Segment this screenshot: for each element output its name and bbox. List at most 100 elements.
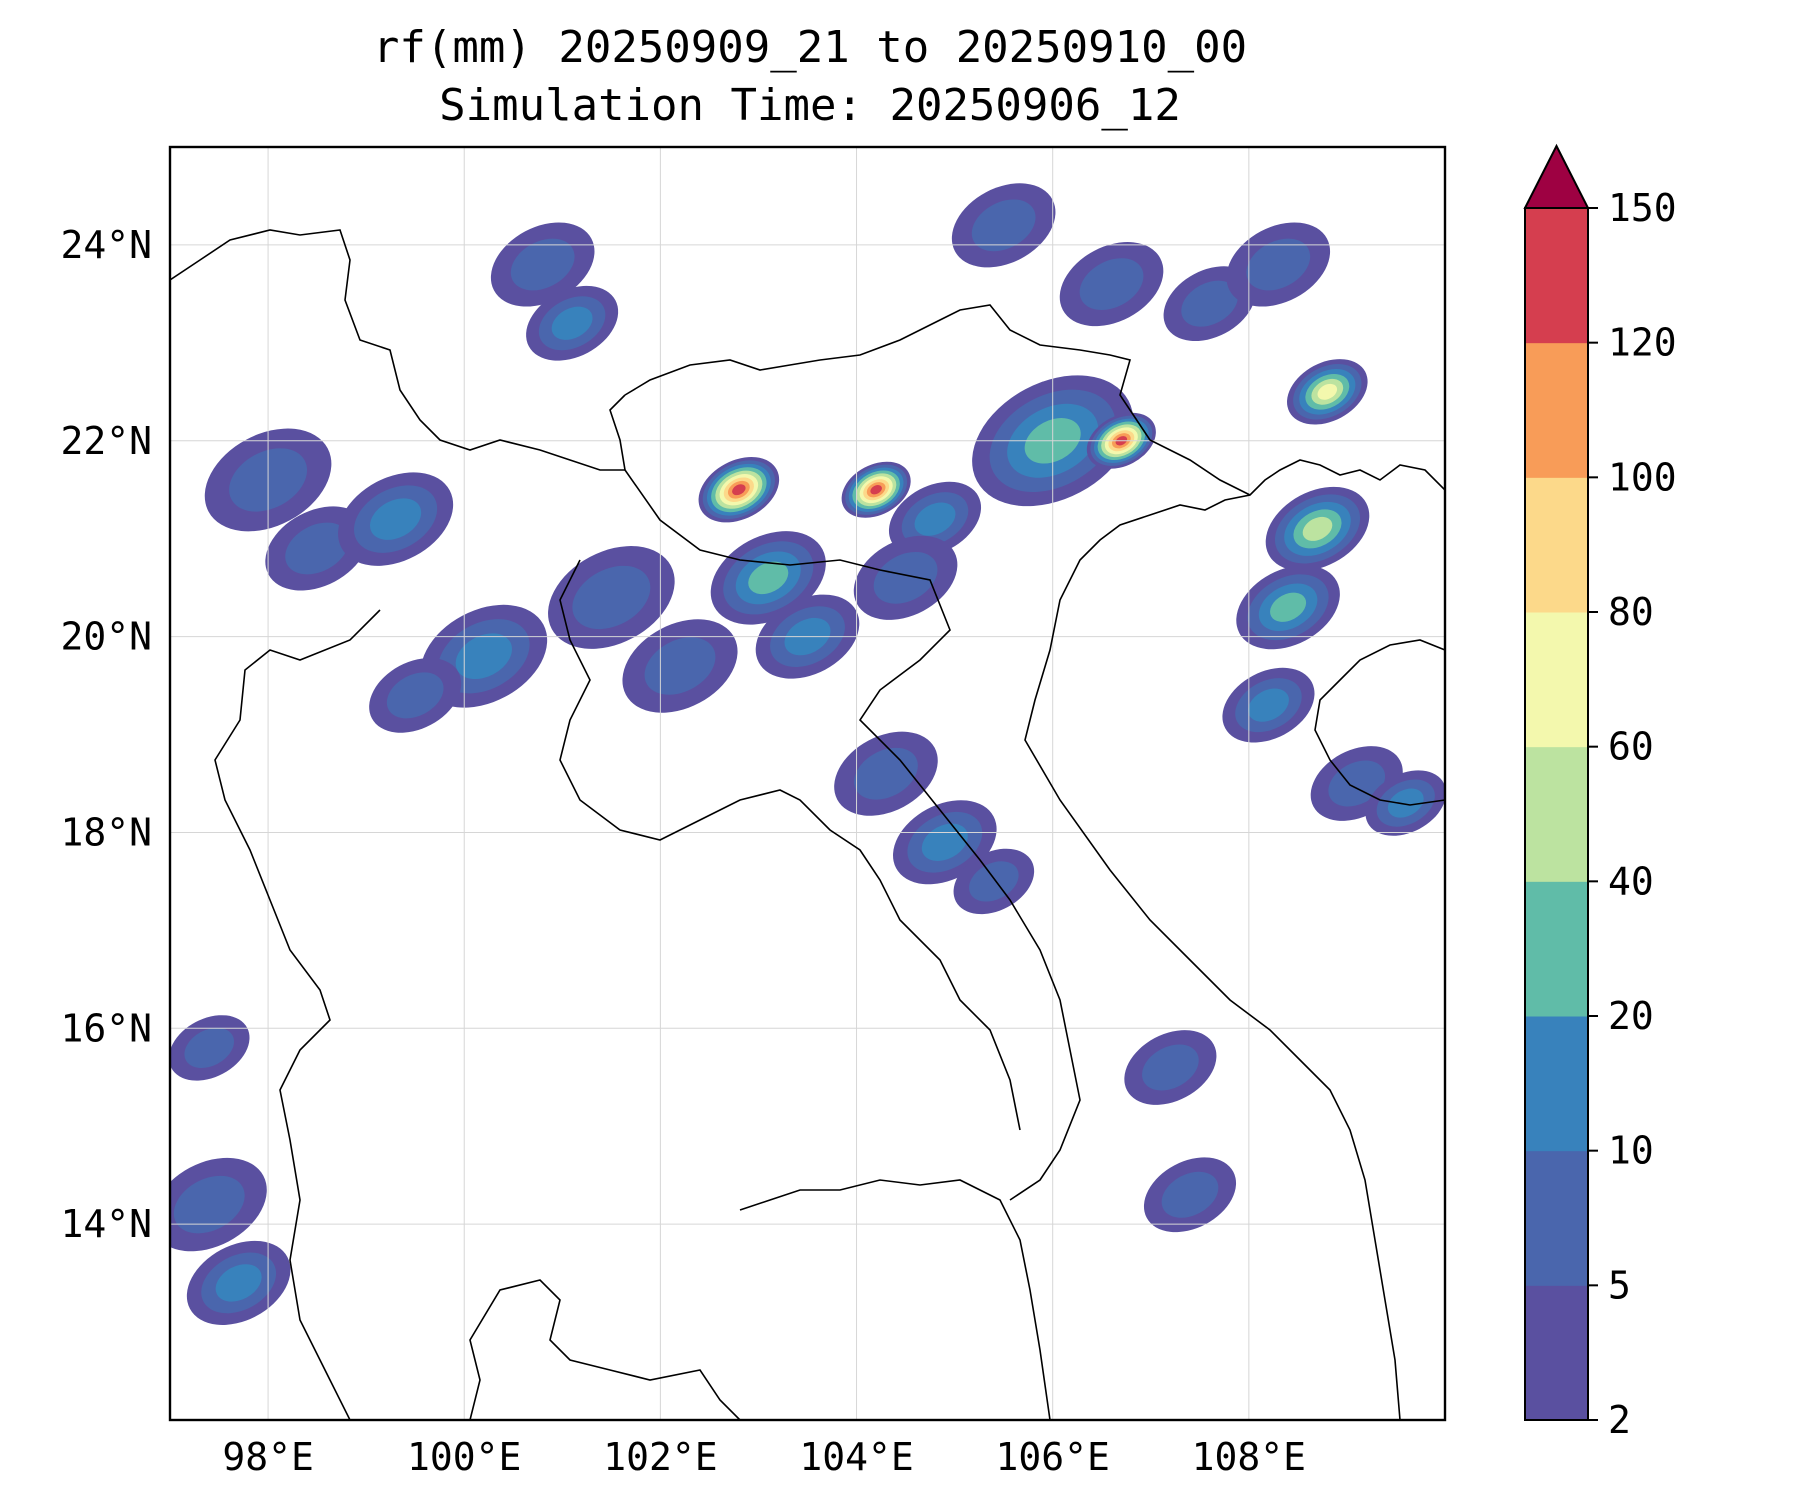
- rain-contour: [1387, 788, 1424, 818]
- colorbar-segment: [1525, 746, 1588, 882]
- map-area: [170, 147, 1445, 1420]
- rain-contour: [1079, 258, 1144, 310]
- map-gridlines: [170, 147, 1445, 1420]
- rain-cell: [951, 183, 1056, 268]
- china-myanmar-border: [170, 229, 626, 471]
- rain-contour: [1161, 1171, 1219, 1218]
- rain-cell: [1143, 1157, 1237, 1233]
- rain-contour: [873, 551, 938, 604]
- laos-vietnam-border: [624, 469, 1081, 1201]
- rain-cell: [490, 222, 595, 307]
- rain-contour: [1246, 238, 1311, 291]
- colorbar-segment: [1525, 208, 1588, 344]
- colorbar-segment: [1525, 1285, 1588, 1421]
- rain-cell: [1287, 359, 1368, 425]
- rain-cell: [1226, 222, 1331, 307]
- rain-contour: [969, 861, 1019, 902]
- rain-cell: [1124, 1030, 1217, 1105]
- colorbar-tick-label: 60: [1608, 725, 1654, 769]
- colorbar-tick-label: 5: [1608, 1263, 1631, 1307]
- lon-tick-label: 106°E: [995, 1435, 1109, 1479]
- lat-tick-label: 16°N: [60, 1006, 152, 1050]
- rain-contour: [1247, 688, 1289, 722]
- colorbar-segment: [1525, 1016, 1588, 1152]
- colorbar-tick-label: 40: [1608, 859, 1654, 903]
- colorbar-tick-label: 10: [1608, 1129, 1654, 1173]
- gulf-coast: [469, 1279, 741, 1420]
- rain-contour: [870, 485, 882, 495]
- rain-contour: [510, 238, 575, 291]
- lon-tick-label: 104°E: [799, 1435, 913, 1479]
- china-vietnam-laos-border: [624, 304, 1251, 496]
- axis-ticks: 98°E 100°E 102°E 104°E 106°E 108°E 14°N 16°N 18°…: [60, 223, 1306, 1479]
- rain-contour: [914, 502, 956, 536]
- lat-tick-label: 18°N: [60, 810, 152, 854]
- rain-contour: [386, 672, 444, 719]
- rainfall-contours: [170, 183, 1445, 1325]
- colorbar-tick-label: 20: [1608, 994, 1654, 1038]
- rain-contour: [732, 484, 746, 496]
- lon-tick-label: 102°E: [603, 1435, 717, 1479]
- colorbar-segment: [1525, 612, 1588, 748]
- rain-cell: [186, 1240, 291, 1325]
- rain-contour: [572, 565, 651, 630]
- rain-cell: [170, 1157, 267, 1252]
- colorbar-extend-arrow: [1523, 143, 1590, 209]
- lat-tick-label: 20°N: [60, 615, 152, 659]
- map-title-line-2: Simulation Time: 20250906_12: [439, 80, 1181, 131]
- rain-contour: [854, 747, 918, 800]
- hainan-coast: [1314, 639, 1445, 806]
- lon-tick-label: 108°E: [1192, 1435, 1306, 1479]
- rain-cell: [1059, 242, 1164, 327]
- colorbar-tick-label: 80: [1608, 590, 1654, 634]
- rain-contour: [1317, 383, 1338, 400]
- colorbar: 2 5 10 20 40 60 80 100 120 150: [1523, 143, 1677, 1442]
- coastlines-and-borders: [170, 229, 1445, 1420]
- rain-contour: [971, 199, 1036, 252]
- rain-contour: [285, 522, 349, 575]
- lon-tick-label: 100°E: [407, 1435, 521, 1479]
- colorbar-segment: [1525, 881, 1588, 1017]
- rain-contour: [1302, 516, 1333, 541]
- lat-tick-label: 24°N: [60, 223, 152, 267]
- rain-cell: [853, 535, 958, 620]
- rain-contour: [644, 637, 716, 695]
- rain-cell: [170, 1015, 250, 1081]
- colorbar-segment: [1525, 1150, 1588, 1286]
- thailand-cambodia-border: [739, 1179, 1051, 1420]
- rain-cell: [369, 657, 462, 733]
- lat-tick-label: 14°N: [60, 1202, 152, 1246]
- rain-contour: [215, 1264, 262, 1302]
- rain-contour: [455, 633, 512, 680]
- rain-cell: [1222, 667, 1315, 743]
- rain-cell: [1365, 770, 1445, 836]
- colorbar-tick-label: 100: [1608, 455, 1677, 499]
- rain-cell: [338, 472, 454, 566]
- rain-cell: [841, 461, 911, 518]
- lat-tick-label: 22°N: [60, 419, 152, 463]
- rain-contour: [1142, 1044, 1199, 1091]
- rain-cell: [526, 285, 619, 361]
- rain-contour: [1181, 280, 1238, 327]
- rain-contour: [369, 498, 422, 540]
- rain-cell: [622, 619, 738, 713]
- rain-cell: [548, 546, 675, 649]
- colorbar-tick-label: 2: [1608, 1398, 1631, 1442]
- colorbar-segment: [1525, 342, 1588, 478]
- rain-contour: [184, 1027, 235, 1069]
- rain-contour: [1270, 592, 1307, 622]
- map-frame: [168, 145, 1447, 1422]
- rain-contour: [551, 306, 593, 340]
- myanmar-thailand-border: [214, 609, 381, 1420]
- rain-contour: [173, 1175, 245, 1234]
- lon-tick-label: 98°E: [222, 1435, 314, 1479]
- thailand-laos-border: [559, 559, 1021, 1131]
- colorbar-tick-label: 120: [1608, 321, 1677, 365]
- rain-cell: [1265, 486, 1370, 571]
- rain-cell: [953, 848, 1035, 915]
- coastline: [1024, 459, 1445, 1420]
- colorbar-tick-label: 150: [1608, 186, 1677, 230]
- rain-cell: [834, 731, 938, 816]
- rain-cell: [698, 457, 780, 523]
